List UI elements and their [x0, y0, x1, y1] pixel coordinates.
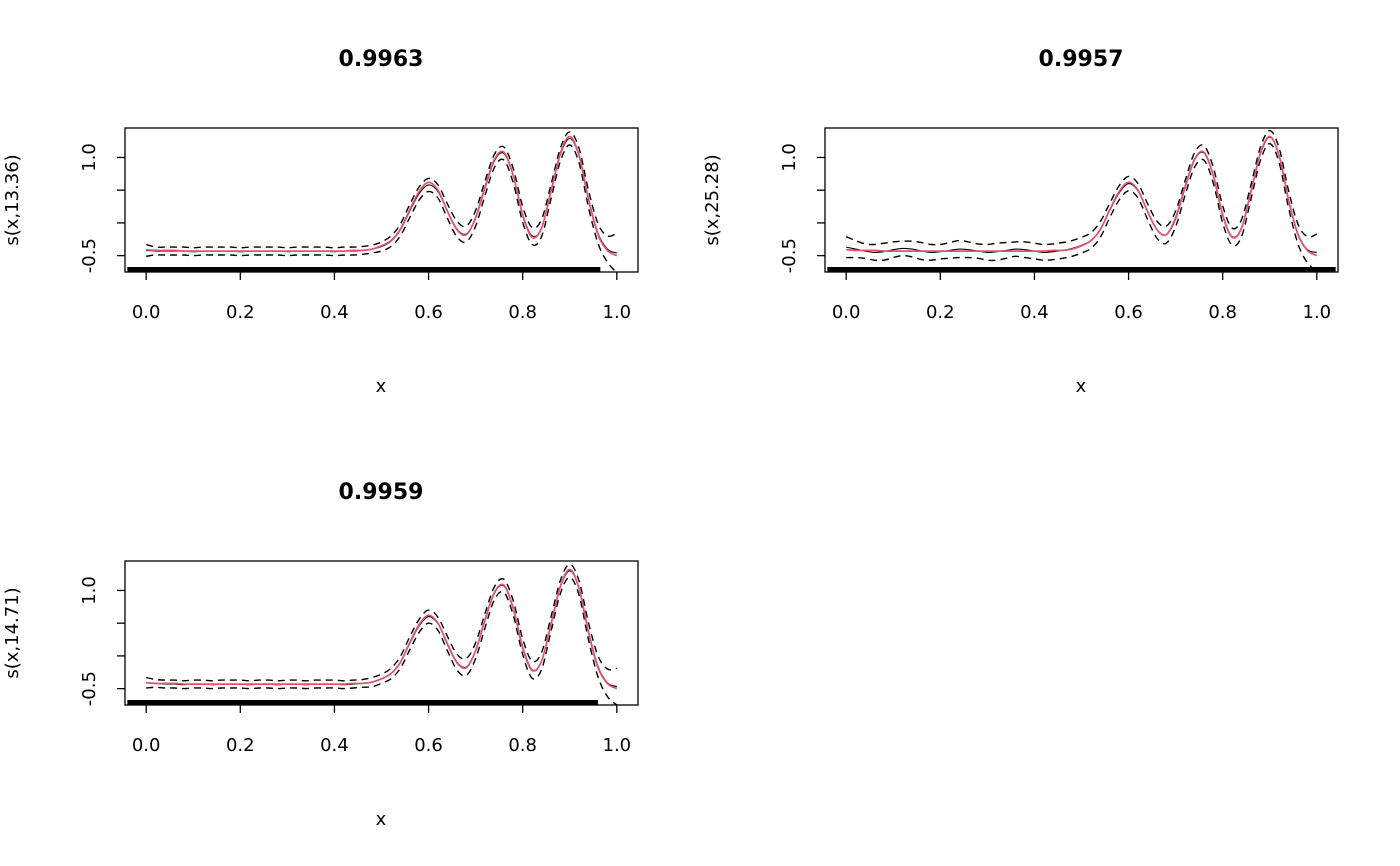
plot-title: 0.9959	[339, 480, 424, 505]
truth-line	[146, 135, 618, 257]
panel-bottom-left: 0.9959 x s(x,14.71) 0.0 0.2 0.4 0.6 0.8 1.0 -0…	[0, 433, 700, 866]
panel-top-right: 0.9957 x s(x,25.28) 0.0 0.2 0.4 0.6 0.8 1.0 -0…	[700, 0, 1400, 433]
x-axis-label: x	[376, 809, 387, 830]
plot-canvas-3: 0.9959 x s(x,14.71) 0.0 0.2 0.4 0.6 0.8 1.0 -0…	[2, 480, 639, 830]
y-axis-label: s(x,25.28)	[702, 154, 723, 245]
ci-lower-line	[846, 143, 1318, 272]
x-tick-label: 0.8	[508, 302, 537, 323]
x-tick-label: 0.0	[132, 735, 161, 756]
x-tick-label: 0.2	[226, 735, 255, 756]
ci-upper-line	[146, 563, 617, 682]
y-tick-label: 1.0	[79, 576, 100, 605]
ci-lower-line	[146, 576, 618, 705]
panel-top-left: 0.9963 x s(x,13.36) 0.0 0.2 0.4 0.6 0.8 1.0 -0…	[0, 0, 700, 433]
x-tick-label: 1.0	[603, 735, 632, 756]
y-tick-label: -0.5	[779, 238, 800, 273]
ci-lower-line	[146, 144, 618, 272]
x-tick-label: 0.8	[1208, 302, 1237, 323]
x-axis-label: x	[1076, 376, 1087, 397]
truth-line	[146, 568, 618, 690]
x-tick-label: 0.0	[832, 302, 861, 323]
y-tick-label: 1.0	[779, 143, 800, 172]
rug-bar	[827, 267, 1336, 272]
x-tick-label: 0.8	[508, 735, 537, 756]
estimate-line	[146, 570, 618, 688]
x-tick-label: 0.4	[1020, 302, 1049, 323]
x-tick-label: 1.0	[603, 302, 632, 323]
plot-title: 0.9957	[1039, 47, 1124, 72]
y-axis-label: s(x,13.36)	[2, 154, 23, 245]
x-tick-label: 1.0	[1303, 302, 1332, 323]
x-tick-label: 0.4	[320, 735, 349, 756]
estimate-line	[846, 136, 1317, 253]
rug-bar	[127, 700, 598, 705]
x-axis-label: x	[376, 376, 387, 397]
x-tick-label: 0.2	[926, 302, 955, 323]
x-tick-label: 0.0	[132, 302, 161, 323]
panel-empty	[700, 433, 1400, 866]
y-axis-label: s(x,14.71)	[2, 587, 23, 678]
y-tick-label: 1.0	[79, 143, 100, 172]
estimate-line	[146, 137, 618, 254]
plot-title: 0.9963	[339, 47, 424, 72]
plot-canvas-1: 0.9963 x s(x,13.36) 0.0 0.2 0.4 0.6 0.8 1.0 -0…	[2, 47, 639, 397]
x-tick-label: 0.2	[226, 302, 255, 323]
x-tick-label: 0.4	[320, 302, 349, 323]
ci-upper-line	[146, 131, 618, 249]
rug-bar	[127, 267, 601, 272]
y-tick-label: -0.5	[79, 238, 100, 273]
truth-line	[846, 135, 1318, 257]
ci-upper-line	[845, 129, 1318, 246]
y-tick-label: -0.5	[79, 671, 100, 706]
x-tick-label: 0.6	[414, 302, 443, 323]
x-tick-label: 0.6	[1114, 302, 1143, 323]
plot-canvas-2: 0.9957 x s(x,25.28) 0.0 0.2 0.4 0.6 0.8 1.0 -0…	[702, 47, 1339, 397]
x-tick-label: 0.6	[414, 735, 443, 756]
